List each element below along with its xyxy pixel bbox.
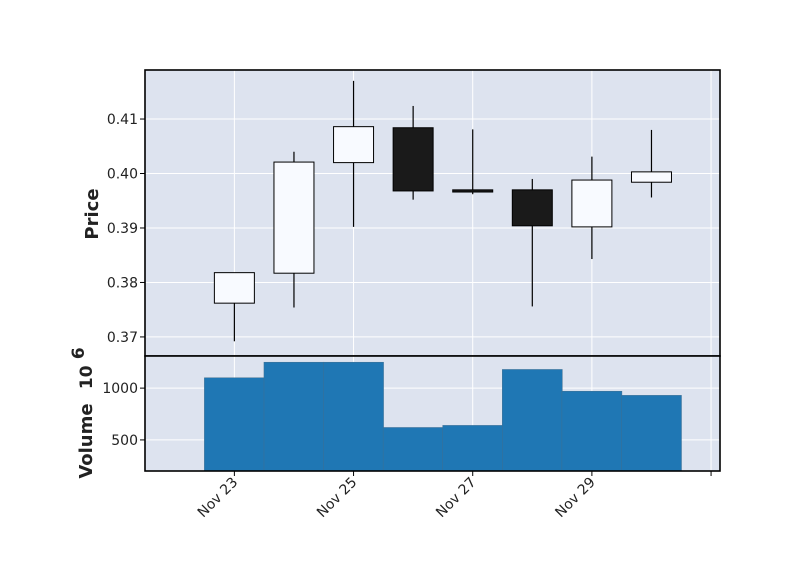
volume-bar (502, 369, 563, 472)
price-tick-label: 0.38 (107, 275, 138, 291)
candle-body-down (392, 127, 434, 192)
price-axis-title: Price (82, 188, 103, 239)
price-tick-label: 0.41 (107, 112, 138, 128)
volume-bar (621, 395, 682, 472)
price-tick-label: 0.37 (107, 330, 138, 346)
volume-axis-title: Volume 10 6 (69, 347, 97, 478)
candle-body-up (333, 126, 375, 164)
volume-axis-title-word: Volume (76, 403, 97, 478)
x-axis: Nov 23 Nov 25 Nov 27 Nov 29 (195, 471, 712, 521)
volume-bar (323, 361, 384, 472)
candle-body-up (630, 171, 672, 183)
volume-bar (263, 361, 325, 472)
volume-tick-label: 500 (111, 433, 138, 449)
candle-body-up (571, 179, 613, 228)
volume-bar (382, 427, 444, 472)
volume-axis-title-power: 6 (69, 347, 89, 359)
volume-panel: 500 1000 (102, 355, 721, 472)
candle-body-down (452, 189, 494, 193)
price-tick-label: 0.40 (107, 167, 138, 183)
candle-body-down (511, 189, 553, 227)
x-tick-label: Nov 27 (433, 475, 479, 521)
price-tick-label: 0.39 (107, 221, 138, 237)
volume-bar (442, 425, 503, 472)
candle-body-up (273, 161, 315, 274)
x-tick-label: Nov 23 (195, 475, 241, 521)
volume-bar (561, 390, 623, 472)
x-tick-label: Nov 29 (552, 475, 598, 521)
price-panel: 0.37 0.38 0.39 0.40 0.41 (107, 69, 721, 357)
volume-axis-title-base: 10 (77, 365, 97, 389)
price-panel-background (145, 70, 720, 356)
volume-tick-label: 1000 (102, 381, 138, 397)
x-tick-label: Nov 25 (314, 475, 360, 521)
candle-body-up (213, 272, 255, 304)
volume-bar (204, 377, 265, 472)
volume-panel-frame (144, 355, 721, 472)
